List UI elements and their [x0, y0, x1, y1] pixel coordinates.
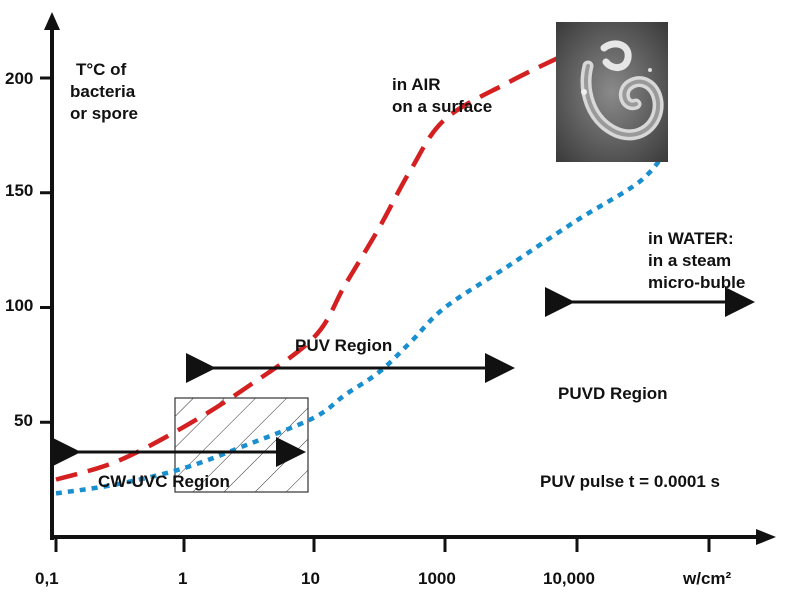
puvd-region-label: PUVD Region: [558, 384, 668, 403]
cw-uvc-region-label: CW-UVC Region: [98, 472, 230, 491]
water-series-label-line: in WATER:: [648, 229, 734, 248]
y-tick-label: 200: [5, 69, 33, 88]
y-tick-label: 150: [5, 181, 33, 200]
series-water-curve: [55, 145, 672, 496]
y-axis-title-line: or spore: [70, 104, 138, 123]
x-axis-arrow: [756, 529, 776, 545]
puv-region-label: PUV Region: [295, 336, 392, 355]
water-series-label-line: micro-buble: [648, 273, 745, 292]
pulse-annotation: PUV pulse t = 0.0001 s: [540, 472, 720, 491]
x-tick-label: 10: [301, 569, 320, 588]
x-tick-label: 10,000: [543, 569, 595, 588]
y-tick-label: 50: [14, 411, 33, 430]
x-unit-label: w/cm²: [682, 569, 732, 588]
x-tick-label: 1000: [418, 569, 456, 588]
air-series-label-line: on a surface: [392, 97, 492, 116]
y-tick-label: 100: [5, 296, 33, 315]
y-axis-title-line: T°C of: [76, 60, 127, 79]
water-series-label-line: in a steam: [648, 251, 731, 270]
series-air-curve: [55, 52, 566, 482]
sem-micrograph-image: [556, 22, 668, 162]
air-series-label-line: in AIR: [392, 75, 440, 94]
y-axis-arrow: [44, 12, 60, 30]
axis-ticks: [40, 76, 711, 552]
x-tick-label: 1: [178, 569, 187, 588]
x-tick-label: 0,1: [35, 569, 59, 588]
y-axis-title-line: bacteria: [70, 82, 136, 101]
